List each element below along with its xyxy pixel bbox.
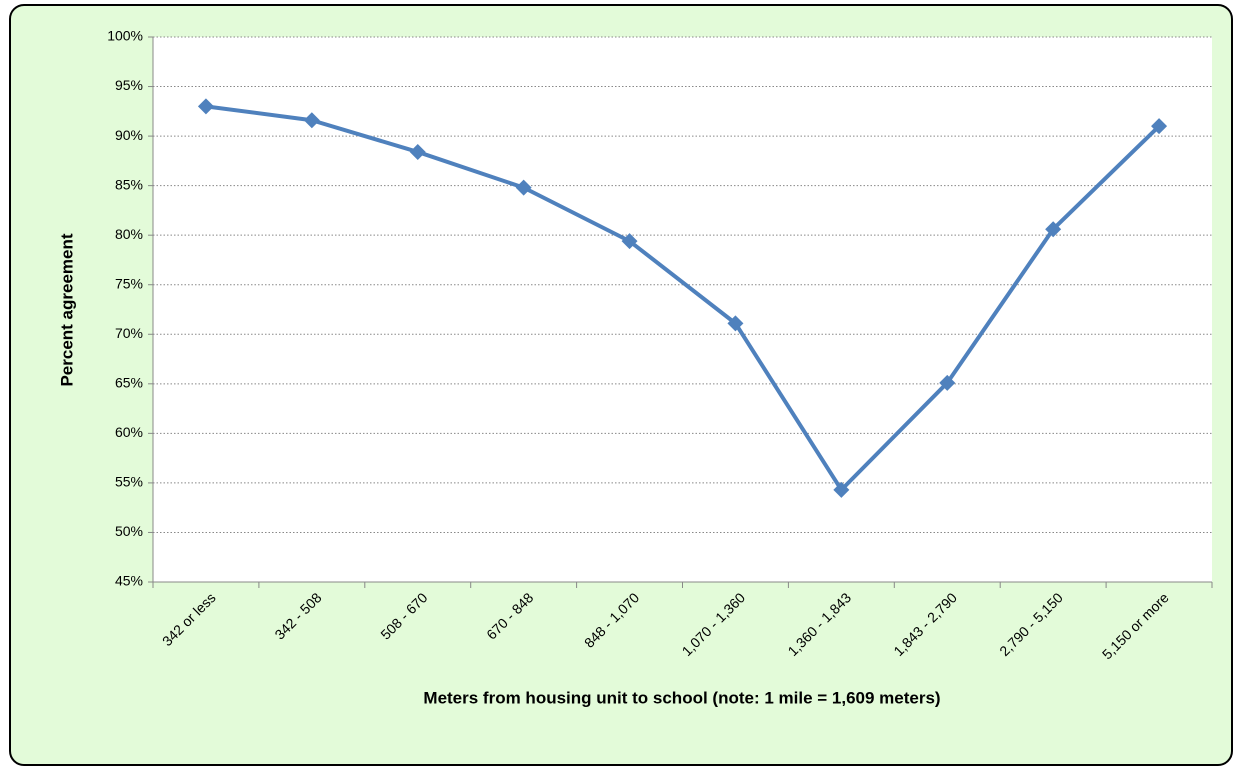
y-tick-label: 90% (115, 127, 143, 143)
data-point (621, 233, 638, 250)
y-tick-label: 85% (115, 176, 143, 192)
data-point (1151, 118, 1168, 135)
y-tick-label: 70% (115, 325, 143, 341)
y-tick-label: 55% (115, 474, 143, 490)
plot-area (153, 37, 1212, 582)
data-point (409, 143, 426, 160)
data-point (515, 179, 532, 196)
data-point (833, 481, 850, 498)
data-line (205, 104, 1161, 492)
y-tick-label: 95% (115, 77, 143, 93)
data-point (939, 374, 956, 391)
y-tick-label: 75% (115, 275, 143, 291)
data-point (197, 98, 214, 115)
y-tick-label: 45% (115, 573, 143, 589)
data-point (303, 112, 320, 129)
x-axis-label: Meters from housing unit to school (note… (423, 688, 940, 707)
data-point (1045, 221, 1062, 238)
y-tick-label: 65% (115, 375, 143, 391)
y-tick-label: 80% (115, 226, 143, 242)
chart-title: school (590, 0, 648, 2)
y-tick-label: 100% (107, 28, 143, 44)
y-tick-label: 60% (115, 424, 143, 440)
data-point (727, 315, 744, 332)
y-tick-label: 50% (115, 523, 143, 539)
y-axis-label: Percent agreement (57, 233, 76, 386)
